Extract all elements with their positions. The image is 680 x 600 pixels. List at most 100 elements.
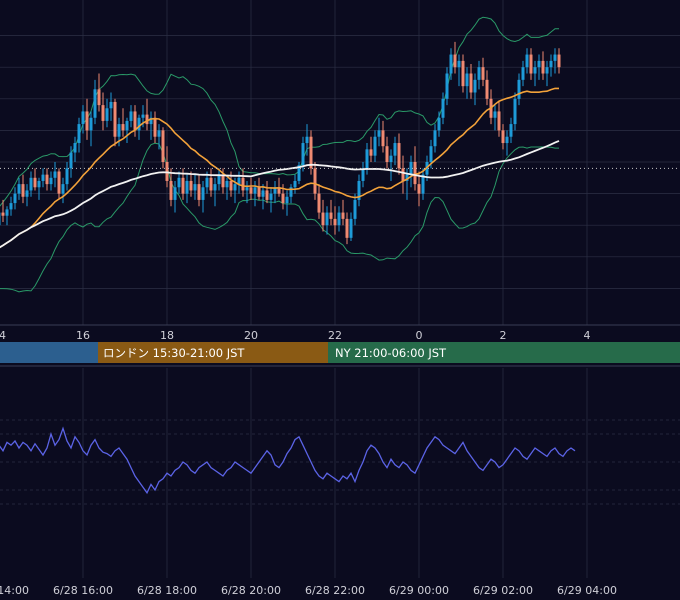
candles	[0, 41, 561, 245]
session-london-label: ロンドン 15:30-21:00 JST	[103, 346, 245, 360]
candle-body	[321, 212, 325, 226]
candle-body	[5, 209, 9, 216]
candle-body	[249, 187, 253, 194]
candle-body	[465, 73, 469, 87]
candle-body	[0, 212, 1, 226]
candle-body	[45, 174, 49, 185]
price-x-tick-5: 0	[416, 329, 423, 342]
price-x-tick-0: 14	[0, 329, 6, 342]
price-x-tick-4: 22	[328, 329, 342, 342]
candle-body	[149, 117, 153, 125]
candle-body	[285, 196, 289, 204]
candle-body	[549, 60, 553, 68]
candle-body	[397, 143, 401, 169]
candle-body	[545, 67, 549, 74]
candle-body	[505, 136, 509, 144]
candle-body	[173, 187, 177, 200]
candle-body	[221, 174, 225, 188]
candle-body	[69, 152, 73, 169]
candle-body	[413, 162, 417, 185]
candle-body	[461, 60, 465, 87]
candle-body	[537, 60, 541, 68]
candle-body	[225, 180, 229, 188]
candle-body	[457, 60, 461, 68]
candle-body	[521, 67, 525, 80]
candle-body	[497, 111, 501, 131]
candle-body	[501, 130, 505, 144]
candle-body	[329, 212, 333, 219]
oscillator-x-tick-2: 6/28 18:00	[137, 584, 197, 597]
candle-body	[437, 117, 441, 131]
ma-short	[0, 87, 559, 249]
candle-body	[93, 89, 97, 118]
candle-body	[273, 187, 277, 194]
candle-body	[449, 54, 453, 74]
price-grid	[0, 0, 680, 325]
candle-body	[117, 124, 121, 137]
session-ny-label: NY 21:00-06:00 JST	[335, 346, 447, 360]
candle-body	[429, 146, 433, 162]
candle-body	[261, 190, 265, 197]
bollinger-lower	[0, 142, 559, 293]
candle-body	[325, 212, 329, 226]
candle-body	[145, 114, 149, 125]
candle-body	[337, 212, 341, 226]
candle-body	[197, 184, 201, 200]
candle-body	[121, 124, 125, 131]
candle-body	[517, 79, 521, 99]
candle-body	[349, 218, 353, 238]
candle-body	[125, 120, 129, 131]
candle-body	[129, 111, 133, 121]
candle-body	[233, 184, 237, 191]
oscillator-x-tick-3: 6/28 20:00	[221, 584, 281, 597]
oscillator-x-tick-4: 6/28 22:00	[305, 584, 365, 597]
candle-body	[513, 98, 517, 125]
candle-body	[29, 177, 33, 191]
candle-body	[393, 143, 397, 156]
candle-body	[1, 212, 5, 216]
candle-body	[161, 130, 165, 162]
candle-body	[153, 117, 157, 137]
candle-body	[165, 162, 169, 181]
oscillator-x-tick-6: 6/29 02:00	[473, 584, 533, 597]
price-x-tick-3: 20	[244, 329, 258, 342]
candle-body	[49, 177, 53, 185]
candle-body	[477, 67, 481, 80]
candle-body	[385, 146, 389, 162]
candle-body	[73, 143, 77, 153]
candle-body	[185, 180, 189, 194]
candle-body	[21, 184, 25, 197]
candle-body	[373, 136, 377, 156]
price-x-axis: 14 16 18 20 22 0 2 4	[0, 329, 591, 342]
candle-body	[209, 177, 213, 191]
bollinger-upper	[0, 16, 559, 207]
candle-body	[169, 180, 173, 200]
candle-body	[445, 73, 449, 99]
candle-body	[525, 54, 529, 68]
candle-body	[553, 54, 557, 61]
oscillator-panel: 6/28 14:00 6/28 16:00 6/28 18:00 6/28 20:00…	[0, 365, 680, 597]
candle-body	[97, 89, 101, 106]
candle-body	[293, 180, 297, 188]
candle-body	[317, 193, 321, 213]
candle-body	[405, 174, 409, 181]
candle-body	[57, 171, 61, 194]
candle-body	[101, 105, 105, 121]
candle-body	[433, 130, 437, 147]
candle-body	[377, 130, 381, 137]
candle-body	[421, 174, 425, 194]
candle-body	[301, 143, 305, 166]
candle-body	[157, 130, 161, 137]
candle-body	[53, 171, 57, 178]
candle-body	[113, 101, 117, 137]
candle-body	[297, 165, 301, 181]
candle-body	[41, 174, 45, 181]
oscillator-x-tick-7: 6/29 04:00	[557, 584, 617, 597]
session-london	[98, 342, 328, 363]
candle-body	[409, 162, 413, 175]
candle-body	[381, 130, 385, 147]
candle-body	[65, 168, 69, 185]
candle-body	[269, 193, 273, 200]
